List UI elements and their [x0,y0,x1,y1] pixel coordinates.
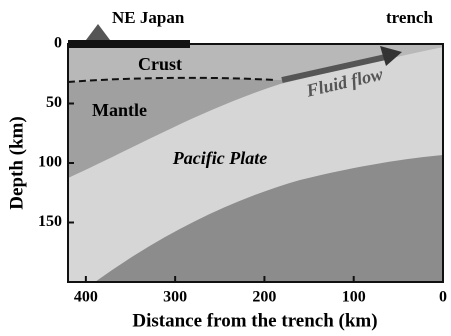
arc-bar [68,40,190,48]
x-tick-label: 0 [439,289,447,306]
y-axis-label: Depth (km) [6,116,27,209]
trench-label: trench [386,8,433,27]
x-tick-label: 200 [252,289,276,306]
plate-label: Pacific Plate [172,148,267,168]
japan-label: NE Japan [112,8,185,27]
crust-label: Crust [138,54,182,74]
x-tick-label: 400 [74,289,98,306]
diagram: NE Japan trench Crust Mantle Fluid flow … [0,0,451,336]
y-tick-label: 50 [46,94,62,111]
x-tick-label: 100 [342,289,366,306]
mantle-label: Mantle [92,100,147,120]
y-tick-label: 0 [54,35,62,52]
y-tick-label: 150 [38,213,62,230]
y-tick-label: 100 [38,154,62,171]
volcano [86,24,110,40]
x-axis-label: Distance from the trench (km) [132,310,377,331]
x-tick-label: 300 [163,289,187,306]
